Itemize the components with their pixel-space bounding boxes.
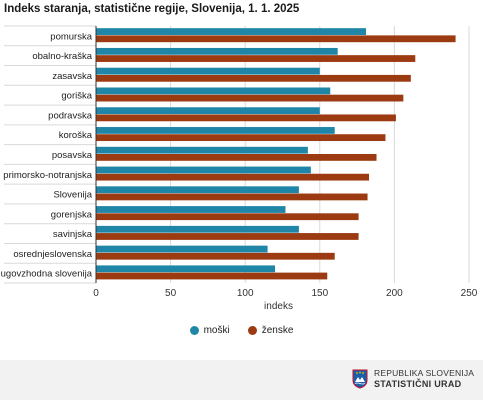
x-tick-label-0: 0: [93, 288, 99, 299]
bar-men: [96, 127, 335, 134]
legend: moški ženske: [0, 325, 483, 336]
bar-men: [96, 265, 276, 273]
legend-swatch-women: [247, 326, 257, 335]
x-axis-label: indeks: [264, 301, 293, 312]
bar-women: [96, 134, 386, 142]
bar-women: [96, 74, 411, 82]
chart-title: Indeks staranja, statistične regije, Slo…: [4, 3, 300, 15]
bar-men: [96, 186, 299, 194]
bar-women: [96, 173, 370, 181]
bar-women: [96, 213, 359, 221]
bar-men: [96, 206, 286, 213]
x-tick-label-100: 100: [237, 288, 254, 299]
category-label: zasavska: [52, 71, 92, 82]
category-label: jugovzhodna slovenija: [0, 269, 93, 280]
category-label: osrednjeslovenska: [13, 249, 92, 260]
bar-men: [96, 225, 299, 233]
category-label: savinjska: [53, 229, 93, 240]
bar-men: [96, 87, 331, 95]
bar-men: [96, 67, 320, 75]
legend-label-men: moški: [203, 325, 230, 336]
category-label: gorenjska: [51, 209, 93, 220]
bar-women: [96, 272, 328, 280]
legend-label-women: ženske: [261, 325, 294, 336]
legend-item-men[interactable]: moški: [189, 325, 230, 336]
brand-line2: STATISTIČNI URAD: [374, 379, 462, 389]
bar-women: [96, 154, 377, 161]
x-tick-label-250: 250: [461, 288, 478, 299]
category-label: posavska: [52, 150, 93, 161]
bar-women: [96, 55, 416, 62]
category-label: goriška: [61, 91, 92, 102]
category-label: primorsko-notranjska: [3, 170, 92, 181]
bar-men: [96, 47, 338, 55]
bar-women: [96, 233, 359, 240]
bar-men: [96, 107, 320, 115]
x-tick-label-150: 150: [311, 288, 328, 299]
category-label: obalno-kraška: [32, 51, 92, 62]
category-label: pomurska: [50, 31, 92, 42]
bar-women: [96, 35, 456, 43]
category-label: koroška: [59, 130, 93, 141]
x-tick-label-50: 50: [165, 288, 177, 299]
brand-logo[interactable]: REPUBLIKA SLOVENIJA STATISTIČNI URAD: [352, 368, 474, 390]
bar-women: [96, 193, 368, 201]
bar-chart: 0 50 100 150 200 250 pomurska obalno-kraška zasa…: [0, 25, 478, 312]
bar-women: [96, 114, 396, 122]
bar-men: [96, 245, 268, 253]
category-label: podravska: [48, 110, 93, 121]
legend-swatch-men: [189, 326, 199, 335]
coat-of-arms-icon: [352, 369, 368, 389]
bar-men: [96, 28, 367, 35]
bar-women: [96, 252, 335, 260]
bar-men: [96, 166, 311, 174]
x-tick-label-200: 200: [386, 288, 403, 299]
footer: REPUBLIKA SLOVENIJA STATISTIČNI URAD: [0, 360, 483, 400]
bar-men: [96, 146, 308, 154]
bar-women: [96, 94, 404, 102]
category-label: Slovenija: [53, 190, 92, 201]
brand-line1: REPUBLIKA SLOVENIJA: [374, 368, 475, 378]
legend-item-women[interactable]: ženske: [247, 325, 294, 336]
